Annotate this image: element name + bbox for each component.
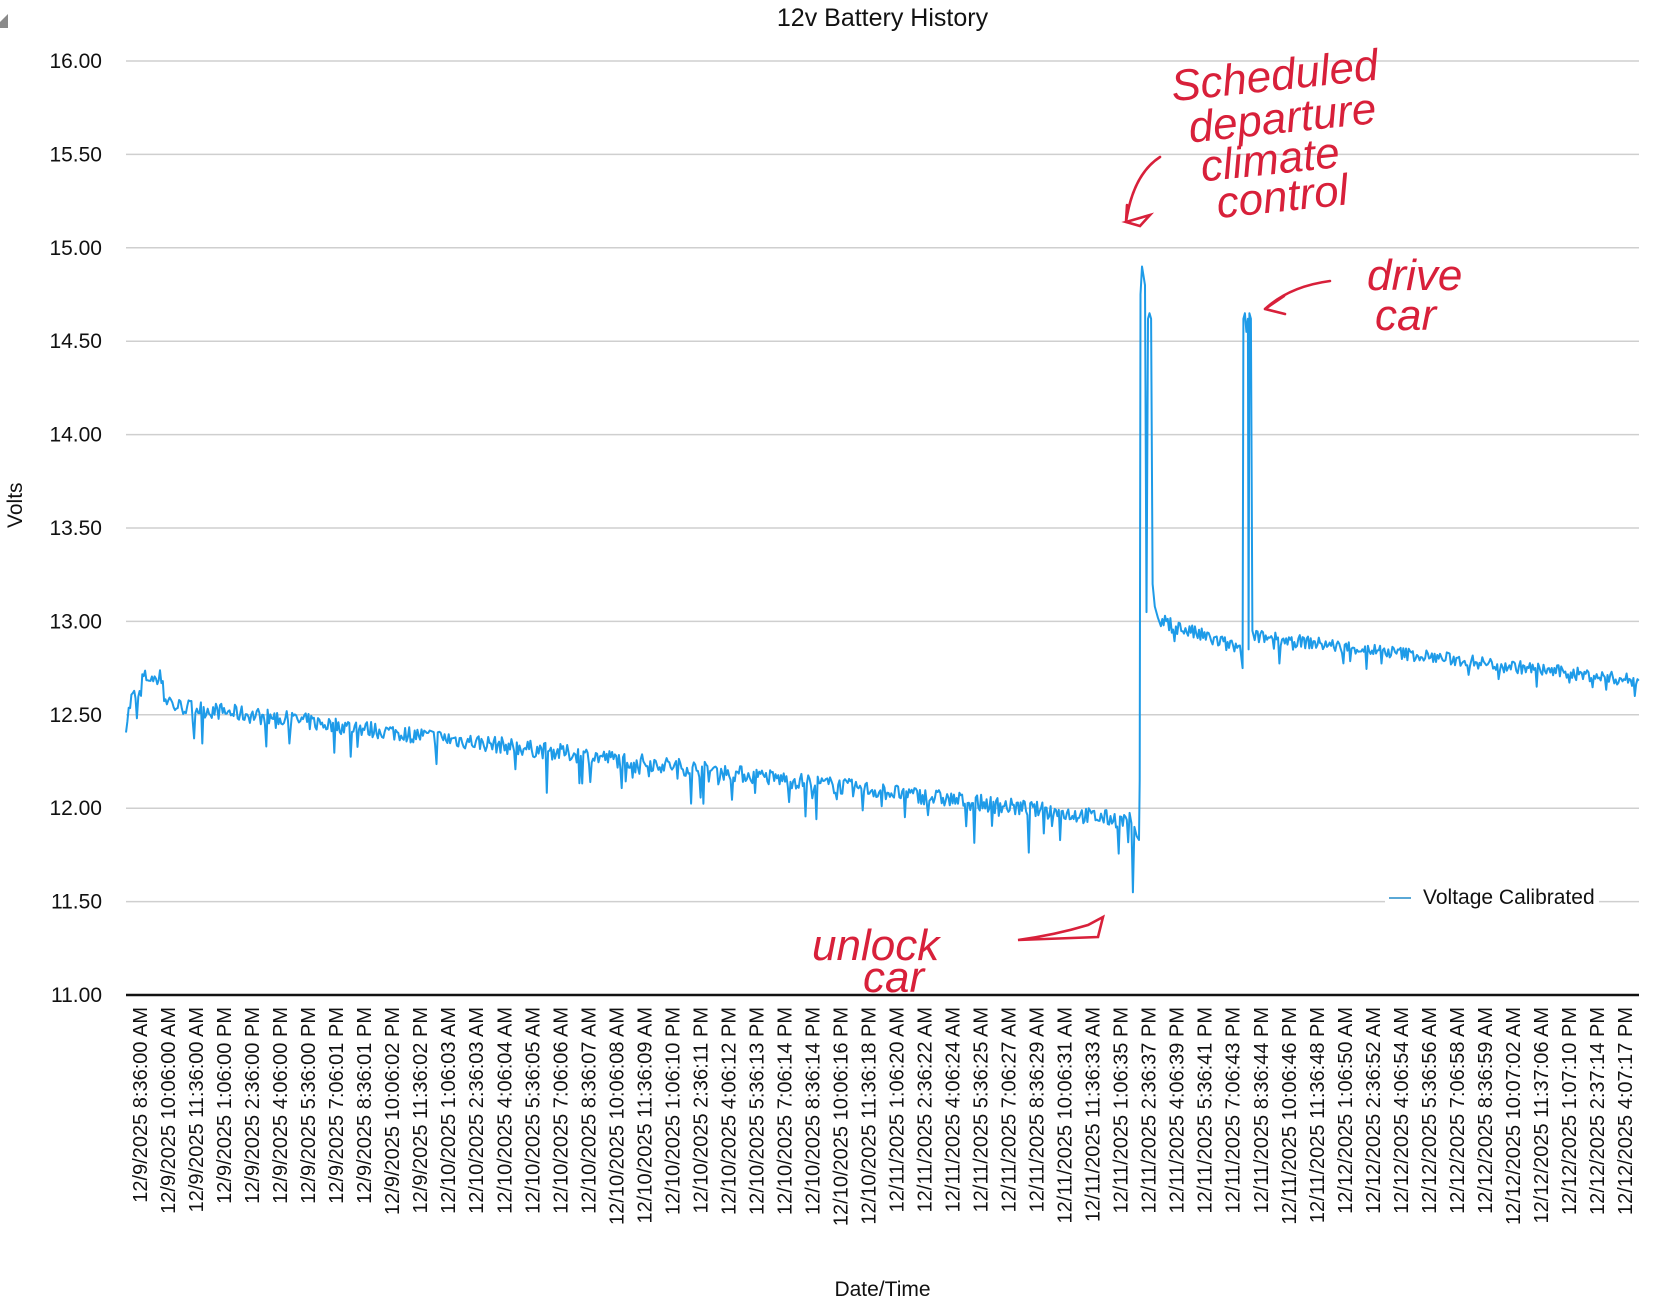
legend: Voltage Calibrated [1385,886,1599,910]
x-tick-label: 12/10/2025 2:36:03 AM [466,1007,488,1214]
x-tick-label: 12/11/2025 1:06:20 AM [887,1007,909,1212]
y-tick-label: 15.00 [49,237,102,260]
x-tick-label: 12/9/2025 7:06:01 PM [326,1007,348,1204]
x-tick-label: 12/11/2025 10:06:46 PM [1279,1007,1301,1225]
annotation-arrow-drive [1263,279,1332,316]
y-tick-label: 14.50 [49,330,102,353]
x-tick-label: 12/10/2025 11:36:18 PM [858,1007,880,1225]
x-tick-label: 12/10/2025 8:36:14 PM [802,1007,824,1215]
annotation-unlock [1017,914,1105,942]
x-tick-label: 12/12/2025 10:07:02 AM [1503,1007,1525,1225]
x-tick-label: 12/12/2025 2:36:52 AM [1363,1007,1385,1214]
annotation-drive-text: drive car [1367,251,1475,340]
annotation-arrow-unlock [1017,914,1105,942]
voltage-line [125,265,1640,894]
chart-title: 12v Battery History [776,4,989,32]
x-tick-label: 12/9/2025 8:36:00 AM [130,1007,152,1203]
annotation-climate-text: Scheduled departure climate control [1169,39,1406,231]
x-tick-label: 12/10/2025 2:36:11 PM [690,1007,712,1213]
x-tick-label: 12/11/2025 4:06:39 PM [1167,1007,1189,1213]
annotation-arrow-climate [1121,155,1162,228]
annotation-unlock-text: unlock car [812,921,951,1002]
x-tick-label: 12/9/2025 4:06:00 PM [270,1007,292,1204]
x-tick-label: 12/11/2025 4:06:24 AM [943,1007,965,1212]
x-tick-label: 12/10/2025 10:06:16 PM [830,1007,852,1226]
x-tick-label: 12/12/2025 11:37:06 AM [1531,1007,1553,1223]
x-tick-label: 12/11/2025 2:36:37 PM [1139,1007,1161,1213]
x-tick-label: 12/12/2025 1:07:10 PM [1559,1007,1581,1215]
corner-resize-icon [0,14,8,28]
x-tick-label: 12/9/2025 1:06:00 PM [214,1007,236,1204]
x-axis-label: Date/Time [834,1278,931,1301]
x-tick-label: 12/10/2025 5:36:13 PM [746,1007,768,1215]
x-tick-label: 12/11/2025 7:06:43 PM [1223,1007,1245,1213]
x-tick-label: 12/11/2025 5:36:41 PM [1195,1007,1217,1213]
x-tick-label: 12/10/2025 7:06:06 AM [550,1007,572,1214]
x-tick-label: 12/12/2025 2:37:14 PM [1587,1007,1609,1215]
y-tick-label: 11.50 [51,891,102,914]
annotation-climate [1121,155,1162,228]
x-tick-label: 12/11/2025 2:36:22 AM [915,1007,937,1212]
x-tick-label: 12/10/2025 1:06:10 PM [662,1007,684,1215]
x-tick-label: 12/10/2025 8:36:07 AM [578,1007,600,1214]
x-tick-label: 12/12/2025 7:06:58 AM [1447,1007,1469,1214]
x-tick-label: 12/12/2025 5:36:56 AM [1419,1007,1441,1214]
x-tick-label: 12/11/2025 1:06:35 PM [1111,1007,1133,1213]
x-tick-label: 12/10/2025 7:06:14 PM [774,1007,796,1215]
y-tick-label: 12.00 [49,797,102,820]
x-tick-label: 12/11/2025 8:36:44 PM [1251,1007,1273,1213]
x-tick-label: 12/11/2025 10:06:31 AM [1055,1007,1077,1223]
x-tick-label: 12/9/2025 11:36:00 AM [186,1007,208,1212]
x-tick-label: 12/12/2025 4:06:54 AM [1391,1007,1413,1214]
x-tick-label: 12/12/2025 1:06:50 AM [1335,1007,1357,1214]
y-tick-label: 14.00 [49,424,102,447]
x-tick-label: 12/10/2025 4:06:12 PM [718,1007,740,1215]
x-tick-label: 12/10/2025 11:36:09 AM [634,1007,656,1223]
x-tick-label: 12/9/2025 11:36:02 PM [410,1007,432,1213]
y-tick-label: 13.00 [49,610,102,633]
x-tick-label: 12/9/2025 5:36:00 PM [298,1007,320,1204]
y-tick-label: 11.00 [51,984,102,1007]
annotation-drive [1263,279,1332,316]
x-tick-label: 12/10/2025 10:06:08 AM [606,1007,628,1225]
x-tick-label: 12/9/2025 10:06:02 PM [382,1007,404,1215]
x-tick-label: 12/11/2025 5:36:25 AM [971,1007,993,1212]
x-tick-label: 12/12/2025 4:07:17 PM [1615,1007,1637,1215]
x-tick-label: 12/11/2025 8:36:29 AM [1027,1007,1049,1212]
y-axis-ticks: 16.00 15.50 15.00 14.50 14.00 13.50 13.00 12.50… [49,50,102,1007]
x-tick-label: 12/9/2025 2:36:00 PM [242,1007,264,1204]
y-tick-label: 15.50 [49,143,102,166]
x-tick-label: 12/11/2025 11:36:33 AM [1083,1007,1105,1222]
y-tick-label: 13.50 [49,517,102,540]
x-axis-ticks: 12/9/2025 8:36:00 AM 12/9/2025 10:06:00 A… [130,1007,1637,1226]
x-tick-label: 12/11/2025 11:36:48 PM [1307,1007,1329,1223]
y-tick-label: 12.50 [49,704,102,727]
legend-label: Voltage Calibrated [1423,886,1595,909]
x-tick-label: 12/10/2025 4:06:04 AM [494,1007,516,1214]
x-tick-label: 12/10/2025 5:36:05 AM [522,1007,544,1214]
y-tick-label: 16.00 [49,50,102,73]
x-tick-label: 12/9/2025 10:06:00 AM [158,1007,180,1214]
x-tick-label: 12/10/2025 1:06:03 AM [438,1007,460,1214]
x-tick-label: 12/9/2025 8:36:01 PM [354,1007,376,1204]
gridlines [126,60,1639,903]
x-tick-label: 12/11/2025 7:06:27 AM [999,1007,1021,1212]
x-tick-label: 12/12/2025 8:36:59 AM [1475,1007,1497,1214]
legend-line-icon [1389,897,1411,899]
